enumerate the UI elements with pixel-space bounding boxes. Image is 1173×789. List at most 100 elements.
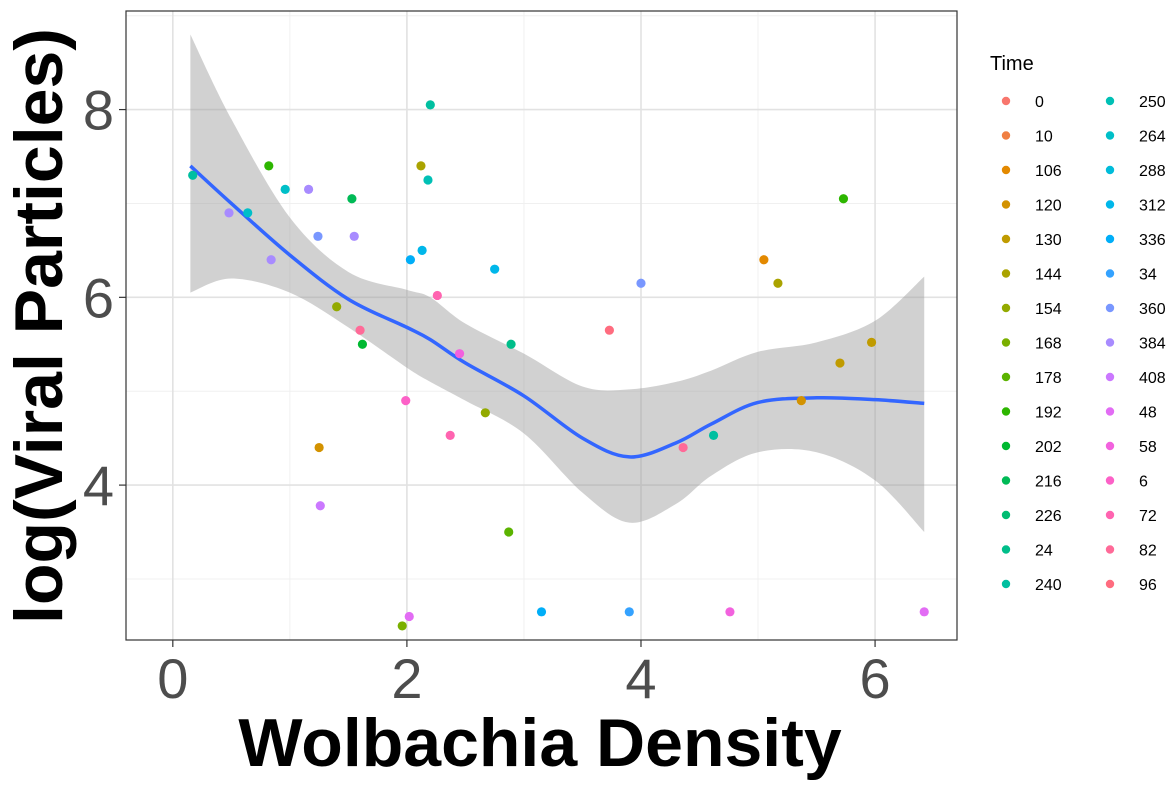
legend-label: 178 [1035,370,1062,387]
legend-label: 250 [1139,94,1166,111]
legend-label: 202 [1035,439,1062,456]
legend-label: 384 [1139,336,1166,353]
legend-label: 6 [1139,474,1148,491]
data-point [480,408,490,418]
legend-key [1105,579,1115,589]
data-point [266,255,276,265]
data-point [417,245,427,255]
legend-label: 24 [1035,543,1053,560]
legend-label: 106 [1035,163,1062,180]
x-tick-label: 2 [391,647,422,710]
legend-key [1105,372,1115,382]
data-point [796,396,806,406]
legend-label: 168 [1035,336,1062,353]
x-tick-label: 6 [859,647,890,710]
data-point [725,607,735,617]
data-point [349,231,359,241]
data-point [224,208,234,218]
data-point [454,349,465,359]
x-axis-ticks: 0 2 4 6 [157,640,891,710]
data-point [624,607,634,617]
legend-key [1105,269,1115,278]
legend-label: 192 [1035,405,1062,422]
data-point [243,208,253,218]
legend-label: 48 [1139,405,1157,422]
legend-key [1001,200,1011,209]
data-point [506,339,516,349]
legend-label: 336 [1139,232,1166,249]
data-point [405,255,416,265]
data-point [759,255,769,265]
legend-label: 264 [1139,129,1166,146]
data-point [313,231,323,241]
legend-key [1001,441,1011,451]
legend: Time 0 10 106 120 130 144 154 168 178 192 202 216 22… [990,53,1166,594]
data-point [445,430,455,440]
legend-key [1001,303,1011,313]
minor-gridlines [126,11,957,640]
data-point [919,607,929,617]
legend-key [1001,234,1011,244]
legend-label: 96 [1139,577,1157,594]
legend-label: 154 [1035,301,1062,318]
data-point [264,161,274,171]
data-point [432,290,442,301]
legend-key [1001,510,1011,520]
legend-label: 408 [1139,370,1166,387]
panel-background [126,11,957,640]
legend-key [1001,372,1011,382]
smooth-trend-line [189,164,925,459]
data-point [355,325,365,335]
y-tick-label: 4 [83,454,114,517]
data-point [416,161,426,171]
y-tick-label: 6 [83,266,114,329]
data-point [347,194,357,204]
x-tick-label: 4 [625,647,656,710]
data-point [773,278,783,288]
legend-key [1105,200,1115,209]
legend-label: 360 [1139,301,1166,318]
data-point [397,621,407,631]
legend-label: 10 [1035,129,1053,146]
data-point [303,184,314,194]
data-point [604,325,614,335]
legend-key [1105,234,1115,244]
legend-key [1105,441,1115,451]
x-axis-title: Wolbachia Density [238,705,842,781]
legend-title: Time [990,53,1034,75]
data-point [357,339,368,349]
data-point [835,358,845,368]
data-point [315,501,325,511]
legend-label: 144 [1035,267,1062,284]
data-point [838,194,849,204]
legend-key [1105,545,1115,554]
legend-key [1001,165,1011,175]
legend-key [1105,303,1115,313]
data-point [188,170,198,180]
legend-label: 130 [1035,232,1062,249]
legend-key [1001,545,1011,554]
data-point [314,442,324,453]
legend-key [1001,269,1011,278]
data-point [866,337,877,347]
data-point [423,175,433,185]
legend-key [1105,476,1115,485]
x-tick-label: 0 [157,647,188,710]
legend-label: 288 [1139,163,1166,180]
data-point [401,396,411,406]
legend-label: 58 [1139,439,1157,456]
data-point [490,264,500,274]
legend-key [1105,407,1115,416]
legend-key [1105,165,1115,175]
y-tick-label: 8 [83,79,114,142]
legend-key [1105,338,1115,347]
data-point [425,100,435,110]
legend-label: 120 [1035,198,1062,215]
legend-label: 72 [1139,508,1157,525]
data-point [404,611,414,622]
legend-key [1105,510,1115,520]
data-point [678,442,688,453]
data-point [280,184,290,194]
legend-key [1001,96,1011,106]
legend-key [1001,338,1011,347]
